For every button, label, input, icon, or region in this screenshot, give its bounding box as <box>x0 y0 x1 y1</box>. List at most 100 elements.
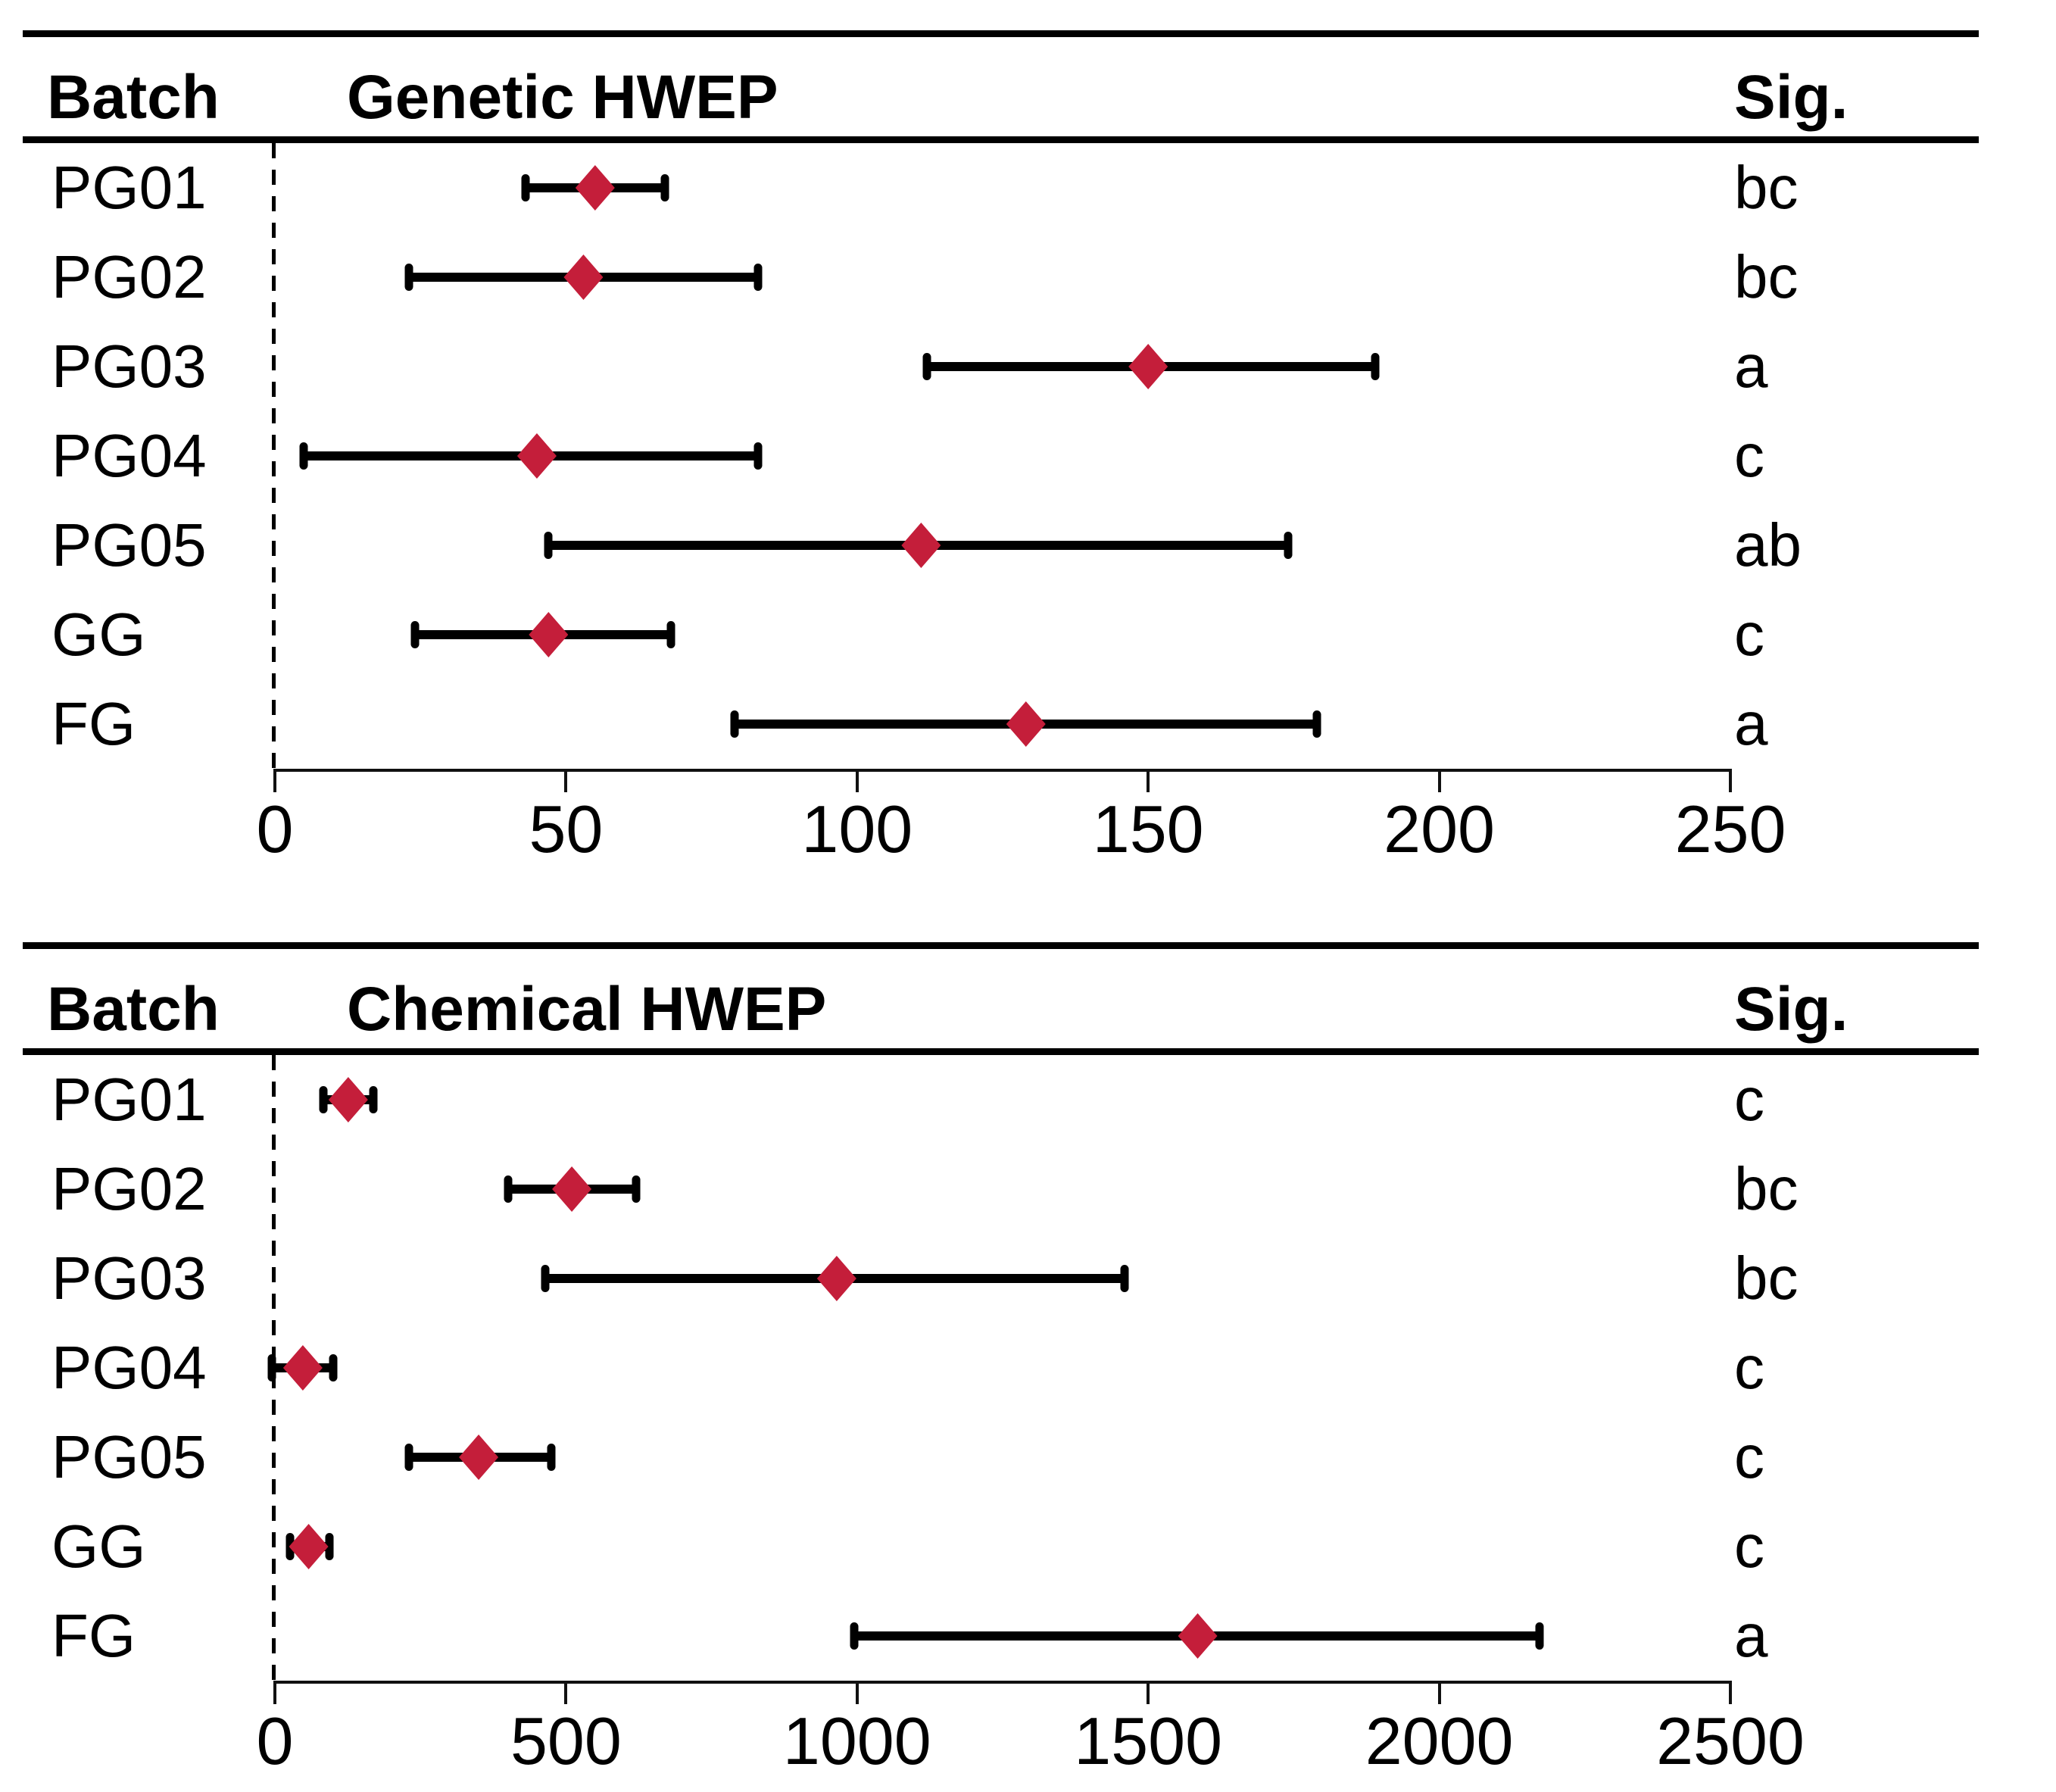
forest-row: PG02 bc <box>0 233 2056 322</box>
sig-column-header: Sig. <box>1734 975 1849 1044</box>
ci-cap-high <box>1284 532 1293 559</box>
tick-label: 2000 <box>1365 1703 1514 1778</box>
ci-cap-low <box>850 1622 859 1650</box>
forest-row: FG a <box>0 679 2056 769</box>
significance-letters: c <box>1734 422 1764 489</box>
ci-cap-low <box>319 1086 328 1113</box>
confidence-interval <box>275 1502 1730 1591</box>
ci-cap-low <box>521 174 530 201</box>
significance-letters: c <box>1734 601 1764 668</box>
header-rule <box>23 1048 1979 1055</box>
forest-row: PG02 bc <box>0 1144 2056 1234</box>
forest-row: PG04 c <box>0 411 2056 501</box>
tick-label: 0 <box>256 791 294 866</box>
ci-cap-low <box>404 1444 413 1471</box>
confidence-interval <box>275 143 1730 233</box>
batch-label: PG05 <box>51 1423 207 1491</box>
confidence-interval <box>275 1591 1730 1681</box>
mean-diamond-marker <box>1178 1613 1218 1659</box>
ci-cap-low <box>544 532 553 559</box>
tick-mark <box>273 1684 276 1704</box>
forest-row: PG05 ab <box>0 501 2056 590</box>
batch-label: PG03 <box>51 1244 207 1312</box>
mean-diamond-marker <box>529 612 569 657</box>
tick-mark <box>1437 772 1441 792</box>
forest-rows: PG01 bc PG02 bc PG03 a PG04 c PG05 ab GG c FG a <box>0 143 2056 769</box>
batch-label: PG03 <box>51 332 207 400</box>
tick-label: 100 <box>801 791 913 866</box>
confidence-interval <box>275 411 1730 501</box>
batch-column-header: Batch <box>47 975 220 1044</box>
ci-cap-high <box>632 1175 641 1203</box>
batch-label: PG04 <box>51 1334 207 1401</box>
tick-label: 1000 <box>782 1703 931 1778</box>
significance-letters: c <box>1734 1334 1764 1401</box>
chart-genetic-hwep: Batch Genetic HWEP Sig. PG01 bc PG02 bc PG03… <box>0 30 2056 879</box>
tick-label: 150 <box>1092 791 1204 866</box>
top-rule <box>23 30 1979 37</box>
batch-label: GG <box>51 1513 146 1580</box>
x-axis: 0 500 1000 1500 2000 2500 <box>0 1681 2056 1790</box>
batch-label: PG01 <box>51 1066 207 1133</box>
mean-diamond-marker <box>901 523 941 568</box>
batch-label: FG <box>51 1602 136 1669</box>
ci-cap-high <box>1312 710 1321 738</box>
tick-label: 500 <box>510 1703 622 1778</box>
ci-cap-high <box>547 1444 556 1471</box>
significance-letters: c <box>1734 1513 1764 1580</box>
confidence-interval <box>275 322 1730 411</box>
forest-rows: PG01 c PG02 bc PG03 bc PG04 c PG05 c GG c FG a <box>0 1055 2056 1681</box>
ci-cap-low <box>922 353 931 380</box>
sig-column-header: Sig. <box>1734 63 1849 132</box>
confidence-interval <box>275 1413 1730 1502</box>
tick-mark <box>855 772 859 792</box>
mean-diamond-marker <box>575 165 615 211</box>
significance-letters: c <box>1734 1066 1764 1133</box>
significance-letters: a <box>1734 1602 1768 1669</box>
batch-label: FG <box>51 690 136 757</box>
tick-label: 250 <box>1674 791 1786 866</box>
ci-cap-high <box>1371 353 1380 380</box>
chart-title: Chemical HWEP <box>347 975 827 1044</box>
mean-diamond-marker <box>816 1256 856 1301</box>
tick-label: 1500 <box>1074 1703 1223 1778</box>
forest-row: GG c <box>0 590 2056 679</box>
confidence-interval <box>275 679 1730 769</box>
forest-row: PG01 bc <box>0 143 2056 233</box>
tick-mark <box>1437 1684 1441 1704</box>
batch-label: PG02 <box>51 1155 207 1222</box>
chart-chemical-hwep: Batch Chemical HWEP Sig. PG01 c PG02 bc PG03… <box>0 942 2056 1790</box>
confidence-interval <box>267 1323 1730 1413</box>
batch-label: GG <box>51 601 146 668</box>
tick-mark <box>1729 1684 1732 1704</box>
batch-column-header: Batch <box>47 63 220 132</box>
chart-title: Genetic HWEP <box>347 63 778 132</box>
tick-mark <box>855 1684 859 1704</box>
batch-label: PG04 <box>51 422 207 489</box>
ci-cap-low <box>504 1175 513 1203</box>
significance-letters: bc <box>1734 1155 1799 1222</box>
tick-mark <box>1147 772 1150 792</box>
mean-diamond-marker <box>282 1345 323 1391</box>
mean-diamond-marker <box>563 254 604 300</box>
ci-cap-low <box>404 264 413 291</box>
ci-cap-high <box>660 174 669 201</box>
tick-label: 50 <box>529 791 604 866</box>
ci-cap-high <box>329 1354 338 1381</box>
significance-letters: ab <box>1734 511 1802 579</box>
batch-label: PG02 <box>51 243 207 311</box>
x-axis-line <box>273 1681 1732 1684</box>
header-rule <box>23 136 1979 143</box>
ci-cap-low <box>410 621 419 648</box>
ci-cap-low <box>730 710 739 738</box>
forest-row: PG05 c <box>0 1413 2056 1502</box>
mean-diamond-marker <box>552 1166 592 1212</box>
confidence-interval <box>275 233 1730 322</box>
ci-cap-high <box>369 1086 378 1113</box>
confidence-interval <box>275 590 1730 679</box>
confidence-interval <box>275 1234 1730 1323</box>
ci-cap-high <box>325 1533 334 1560</box>
ci-cap-high <box>1535 1622 1544 1650</box>
tick-mark <box>564 1684 568 1704</box>
